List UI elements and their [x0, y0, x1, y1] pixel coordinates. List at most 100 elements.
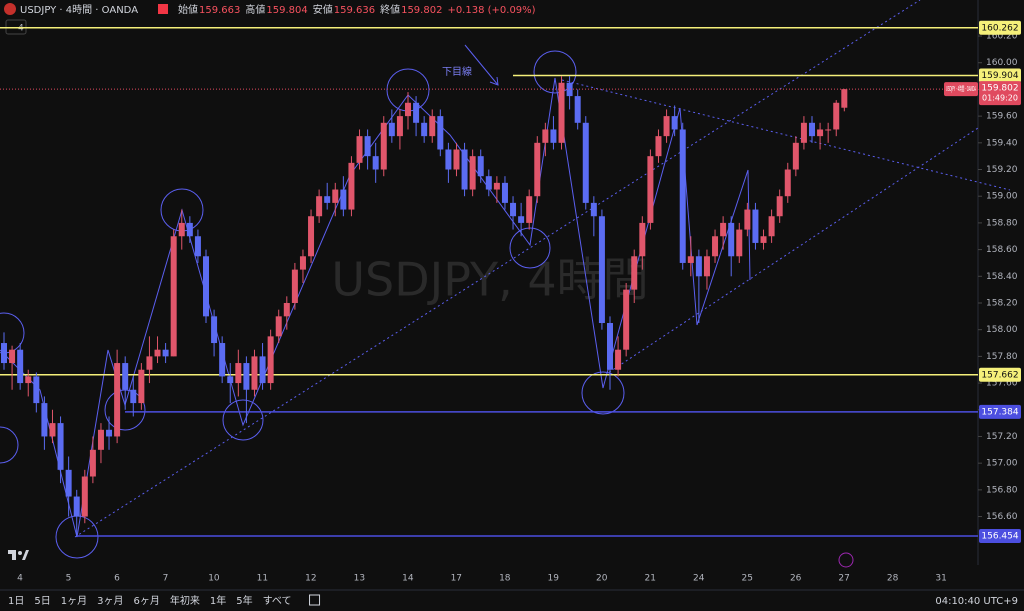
candle-body — [817, 129, 824, 137]
y-tick-label: 159.60 — [986, 112, 1018, 122]
range-button[interactable]: 1年 — [210, 594, 226, 607]
candle-body — [800, 122, 807, 143]
candle-body — [243, 363, 250, 390]
candle-body — [356, 136, 363, 163]
y-tick-label: 158.20 — [986, 298, 1018, 308]
candle-body — [211, 316, 218, 344]
candle-body — [388, 122, 395, 137]
candle-body — [703, 256, 710, 277]
range-button[interactable]: 1ヶ月 — [61, 595, 87, 607]
range-button[interactable]: 1日 — [8, 596, 24, 607]
x-tick-label: 14 — [402, 574, 414, 584]
candle-body — [170, 236, 177, 357]
range-button[interactable]: 年初来 — [170, 594, 200, 607]
range-button[interactable]: 3ヶ月 — [97, 595, 123, 607]
candle-body — [687, 256, 694, 263]
range-button[interactable]: 5日 — [34, 596, 50, 607]
x-tick-label: 5 — [66, 574, 72, 584]
candle-body — [841, 89, 848, 108]
candle-body — [501, 182, 508, 203]
x-tick-label: 27 — [838, 574, 849, 584]
arrow — [464, 44, 499, 86]
candle-body — [299, 256, 306, 270]
candle-body — [348, 162, 355, 210]
candle-body — [154, 349, 161, 357]
y-tick-label: 157.00 — [986, 459, 1018, 469]
range-button[interactable]: 6ヶ月 — [134, 595, 160, 607]
y-tick-label: 158.00 — [986, 325, 1018, 335]
countdown: 01:49:20 — [982, 94, 1018, 103]
x-tick-label: 26 — [790, 574, 802, 584]
alert-icon[interactable] — [838, 552, 854, 568]
x-tick-label: 18 — [499, 574, 511, 584]
y-tick-label: 156.60 — [986, 512, 1018, 522]
candle-body — [17, 349, 24, 384]
circle-marker — [509, 227, 551, 269]
indicator-toggle[interactable] — [5, 19, 27, 35]
candle-body — [130, 389, 137, 404]
candle-body — [413, 102, 420, 123]
candle-body — [720, 222, 727, 237]
level-label-box — [979, 367, 1021, 382]
x-tick-label: 20 — [596, 574, 608, 584]
range-button[interactable]: 5年 — [236, 594, 252, 607]
x-tick-label: 31 — [935, 574, 946, 584]
candle-body — [106, 429, 113, 437]
annotation: 下目線 — [442, 65, 472, 78]
candle-body — [833, 102, 840, 130]
x-tick-label: 28 — [887, 574, 899, 584]
candle-body — [25, 376, 32, 384]
candle-body — [421, 122, 428, 137]
candle-body — [380, 122, 387, 170]
level-label-box — [979, 68, 1021, 83]
candle-body — [396, 116, 403, 137]
candle-body — [518, 216, 525, 223]
candle-body — [598, 216, 605, 324]
y-tick-label: 158.40 — [986, 272, 1018, 282]
candle-body — [566, 82, 573, 97]
candle-body — [186, 222, 193, 237]
candle-body — [89, 449, 96, 477]
candle-body — [639, 222, 646, 257]
candle-body — [809, 122, 815, 137]
level-label-box — [979, 529, 1021, 544]
x-tick-label: 25 — [741, 574, 752, 584]
candle-body — [825, 129, 832, 131]
symbol: USDJPY · 4時間 · OANDA — [20, 4, 138, 16]
y-tick-label: 160.20 — [986, 32, 1018, 42]
candle-body — [1, 343, 7, 364]
tv-logo — [8, 550, 29, 560]
candle-body — [283, 302, 290, 317]
candle-body — [73, 496, 80, 517]
candle-body — [41, 403, 48, 437]
candle-body — [178, 222, 185, 237]
y-tick-label: 156.80 — [986, 485, 1018, 495]
candle-body — [461, 149, 468, 190]
x-tick-label: 10 — [208, 574, 220, 584]
y-tick-label: 159.20 — [986, 165, 1018, 175]
y-tick-label: 157.20 — [986, 432, 1018, 442]
candle-body — [752, 209, 759, 243]
candle-body — [550, 129, 557, 143]
candle-body — [623, 289, 630, 350]
ohlc-label: 高値 — [245, 3, 265, 16]
flag-icon[interactable] — [158, 4, 168, 14]
candle-body — [631, 256, 638, 290]
x-tick-label: 11 — [257, 574, 268, 584]
candle-body — [655, 136, 662, 157]
candle-body — [33, 376, 40, 404]
level-label: 159.904 — [981, 71, 1018, 81]
symbol-icon — [4, 3, 16, 15]
level-label-box — [979, 404, 1021, 419]
candle-body — [744, 209, 751, 230]
range-button[interactable]: すべて — [263, 595, 292, 607]
candle-body — [663, 116, 670, 137]
candle-body — [485, 176, 492, 190]
x-tick-label: 4 — [17, 574, 23, 584]
candle-body — [574, 96, 581, 123]
level-label: 160.262 — [981, 23, 1018, 33]
watermark: USDJPY, 4時間 — [331, 253, 648, 307]
date-range-icon[interactable] — [309, 594, 321, 606]
candle-body — [146, 356, 153, 370]
candle-body — [332, 189, 339, 203]
